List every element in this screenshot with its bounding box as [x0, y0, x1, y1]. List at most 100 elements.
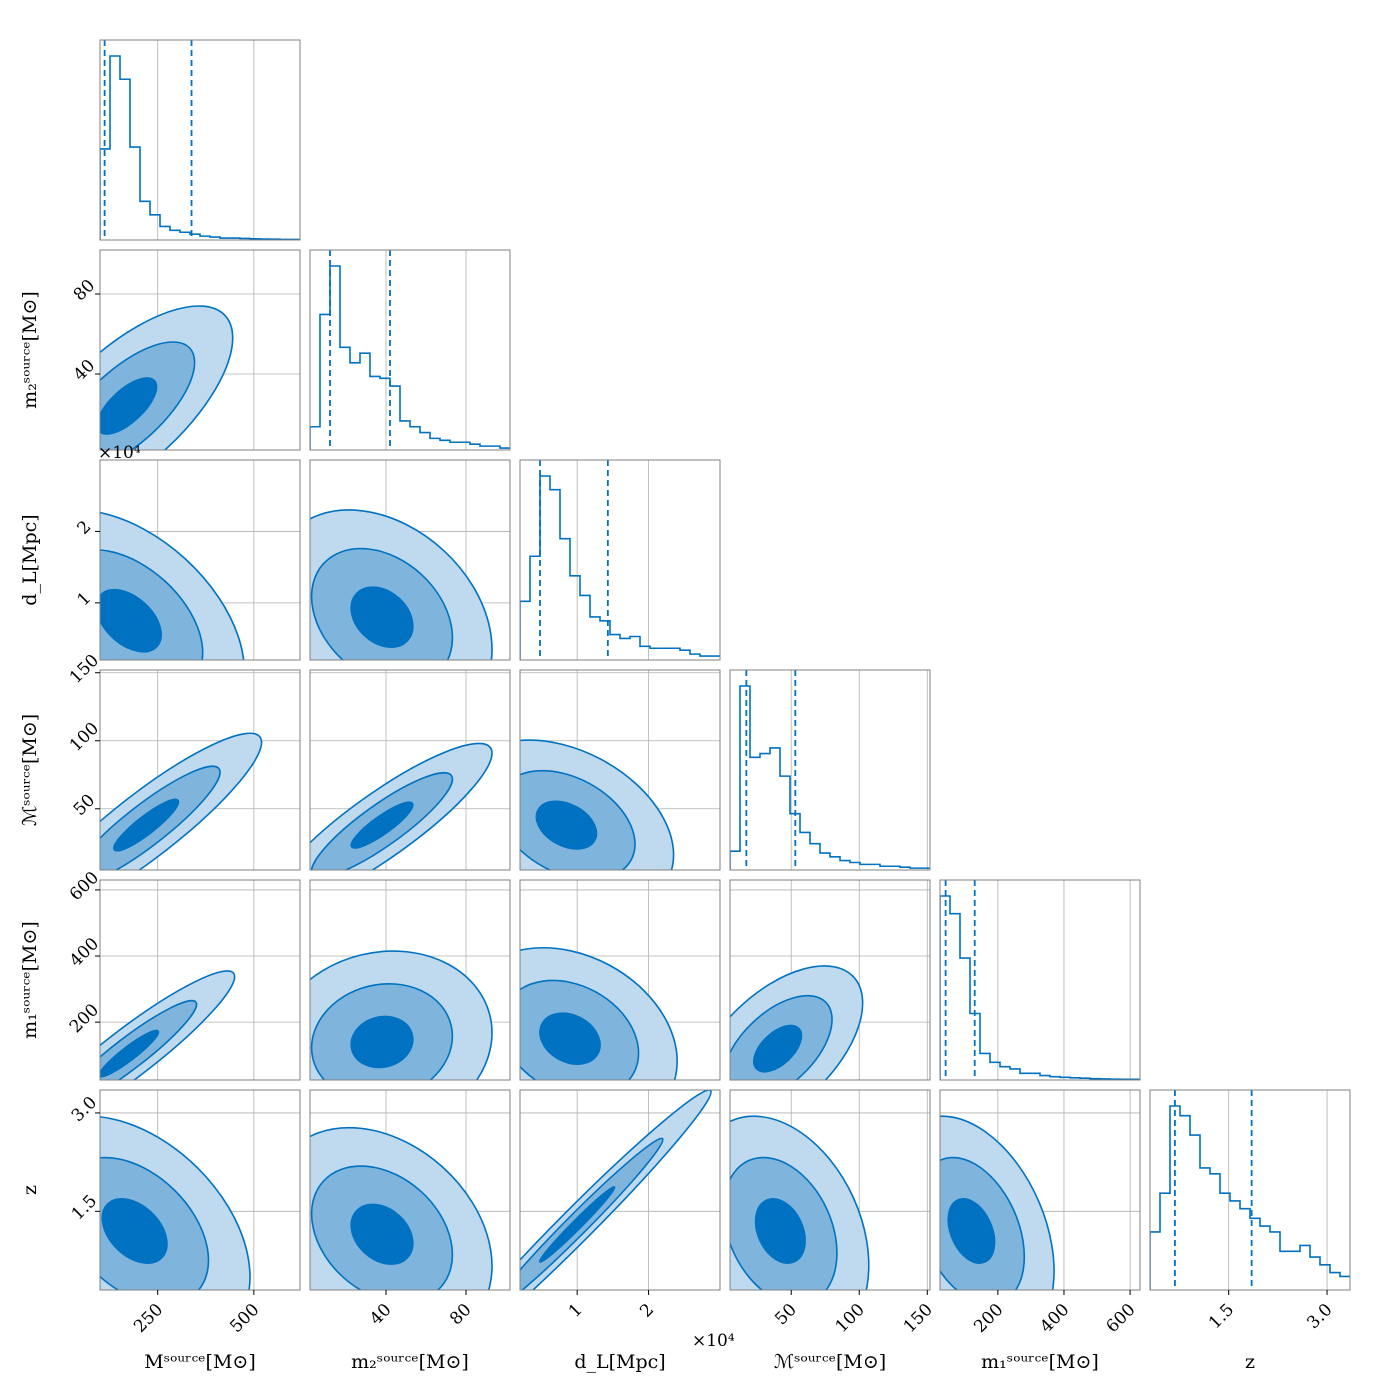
panel-frame: [309, 459, 511, 661]
contour-1sigma: [947, 1198, 996, 1264]
contour-1sigma: [539, 1012, 601, 1065]
y-axis-label-1: m₂ˢᵒᵘʳᶜᵉ[M⊙]: [19, 291, 41, 409]
panel-frame: [519, 1089, 721, 1291]
histogram-step: [100, 55, 300, 240]
hist-bin: [420, 433, 430, 450]
hist-bin: [680, 650, 690, 660]
panel-3-1: [309, 669, 511, 871]
hist-bin: [140, 201, 150, 240]
panel-3-0: 50 100 150: [66, 651, 301, 871]
panel-frame: [99, 39, 301, 241]
panel-frame: [519, 669, 721, 871]
hist-bin: [1150, 1232, 1160, 1290]
panel-frame: [309, 669, 511, 871]
hist-bin: [330, 266, 340, 450]
panel-5-1: 40 80: [309, 1089, 511, 1329]
tick-label-x: 400: [1036, 1300, 1073, 1337]
tick-label-y: 40: [70, 356, 99, 385]
hist-bin: [540, 476, 550, 660]
hist-bin: [440, 440, 450, 450]
hist-bin: [1010, 1069, 1020, 1080]
y-axis-label-4: m₁ˢᵒᵘʳᶜᵉ[M⊙]: [19, 921, 41, 1039]
hist-bin: [470, 444, 480, 450]
tick-label-y: 150: [66, 651, 103, 688]
tick-label-x: 80: [446, 1300, 475, 1329]
hist-bin: [320, 314, 330, 450]
tick-label-x: 500: [226, 1300, 263, 1337]
panel-4-3: [729, 879, 931, 1081]
hist-bin: [770, 748, 780, 870]
hist-bin: [750, 757, 760, 870]
panel-frame: [309, 249, 511, 451]
y-axis-label-2: d_L[Mpc]: [19, 514, 41, 605]
hist-bin: [1030, 1073, 1040, 1080]
panel-frame: [519, 879, 721, 1081]
hist-bin: [840, 861, 850, 870]
panel-4-1: [309, 879, 511, 1081]
hist-bin: [450, 442, 460, 450]
tick-label-y: 1: [74, 588, 96, 610]
tick-label-x: 2: [636, 1300, 658, 1322]
hist-bin: [1320, 1265, 1330, 1290]
tick-label-x: 250: [130, 1300, 167, 1337]
tick-label-x: 150: [900, 1300, 937, 1337]
hist-bin: [1330, 1273, 1340, 1290]
hist-bin: [1310, 1257, 1320, 1290]
panel-frame: [729, 669, 931, 871]
panel-5-0: 250 500 1.5 3.0: [68, 1089, 301, 1337]
panel-frame: [519, 459, 721, 661]
tick-label-y: 600: [66, 868, 103, 905]
panel-0-0: [99, 39, 301, 241]
panel-frame: [939, 1089, 1141, 1291]
hist-bin: [1300, 1245, 1310, 1290]
contour-1sigma: [101, 1198, 168, 1264]
hist-bin: [340, 347, 350, 450]
contour-1sigma: [350, 586, 414, 648]
contour-1sigma: [754, 1198, 806, 1264]
hist-bin: [1260, 1226, 1270, 1290]
contour-1sigma: [100, 588, 162, 653]
panel-3-3: [729, 669, 931, 871]
tick-label-y: 1.5: [68, 1191, 101, 1224]
x-axis-label-1: m₂ˢᵒᵘʳᶜᵉ[M⊙]: [351, 1351, 469, 1373]
tick-label-x: 1: [565, 1300, 587, 1322]
panel-frame: [729, 1089, 931, 1291]
hist-bin: [690, 654, 700, 660]
hist-bin: [990, 1062, 1000, 1080]
hist-bin: [1290, 1251, 1300, 1290]
hist-bin: [560, 539, 570, 660]
hist-bin: [660, 648, 670, 660]
hist-bin: [120, 79, 130, 240]
hist-bin: [1160, 1193, 1170, 1290]
axis-labels: Mˢᵒᵘʳᶜᵉ[M⊙] m₂ˢᵒᵘʳᶜᵉ[M⊙] m₂ˢᵒᵘʳᶜᵉ[M⊙] d_L[M…: [19, 291, 1255, 1373]
hist-bin: [150, 215, 160, 240]
hist-bin: [800, 832, 810, 870]
hist-bin: [390, 386, 400, 450]
hist-bin: [980, 1053, 990, 1080]
y-axis-label-3: ℳˢᵒᵘʳᶜᵉ[M⊙]: [19, 714, 41, 826]
hist-bin: [1210, 1174, 1220, 1290]
hist-bin: [670, 648, 680, 660]
multiplier-label-x: ×10⁴: [692, 1331, 735, 1351]
hist-bin: [180, 232, 190, 240]
panel-1-1: [309, 249, 511, 451]
tick-label-x: 3.0: [1303, 1300, 1336, 1333]
hist-bin: [740, 686, 750, 870]
tick-label-y: 80: [70, 276, 99, 305]
panel-2-2: [519, 459, 721, 661]
contour-1sigma: [100, 1029, 160, 1078]
hist-bin: [170, 230, 180, 240]
hist-bin: [830, 857, 840, 870]
contour-1sigma: [753, 1024, 803, 1073]
x-axis-label-3: ℳˢᵒᵘʳᶜᵉ[M⊙]: [774, 1351, 886, 1373]
contour-1sigma: [535, 800, 598, 850]
panel-1-0: 40 80: [70, 249, 301, 451]
x-axis-label-4: m₁ˢᵒᵘʳᶜᵉ[M⊙]: [981, 1351, 1099, 1373]
tick-label-x: 1.5: [1205, 1300, 1238, 1333]
hist-bin: [760, 754, 770, 870]
hist-bin: [1270, 1232, 1280, 1290]
panel-frame: [99, 1089, 301, 1291]
contour-1sigma: [100, 377, 158, 435]
contour-1sigma: [538, 1185, 616, 1263]
